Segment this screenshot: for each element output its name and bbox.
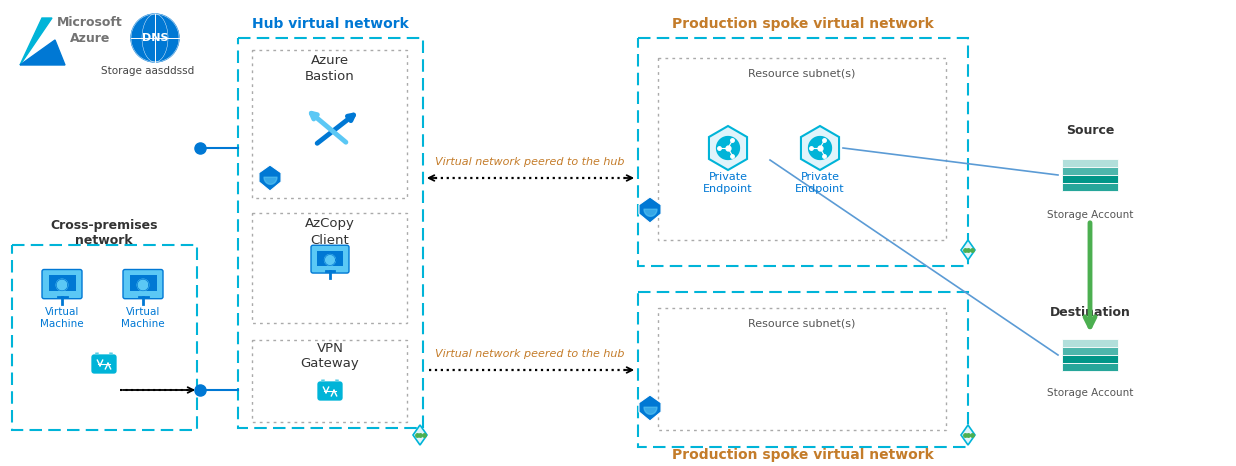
Polygon shape	[325, 254, 335, 266]
Polygon shape	[962, 425, 975, 445]
Text: Resource subnet(s): Resource subnet(s)	[748, 69, 855, 79]
FancyBboxPatch shape	[91, 354, 117, 374]
Text: Source: Source	[1065, 123, 1114, 137]
Text: Hub virtual network: Hub virtual network	[252, 17, 408, 31]
FancyBboxPatch shape	[1062, 363, 1119, 370]
Text: Microsoft
Azure: Microsoft Azure	[57, 15, 122, 44]
Text: Destination: Destination	[1049, 306, 1131, 318]
Polygon shape	[20, 18, 52, 65]
Text: Cross-premises
network: Cross-premises network	[51, 219, 158, 247]
FancyBboxPatch shape	[1062, 355, 1119, 363]
Text: VPN
Gateway: VPN Gateway	[300, 342, 360, 370]
FancyBboxPatch shape	[42, 269, 82, 299]
Text: Virtual
Machine: Virtual Machine	[121, 307, 164, 329]
Polygon shape	[709, 126, 747, 170]
Text: Virtual
Machine: Virtual Machine	[41, 307, 84, 329]
Text: Storage Account: Storage Account	[1047, 388, 1133, 398]
Text: AzCopy
Client: AzCopy Client	[305, 218, 355, 247]
Polygon shape	[413, 425, 426, 445]
FancyBboxPatch shape	[1062, 159, 1119, 167]
Polygon shape	[962, 240, 975, 260]
FancyBboxPatch shape	[48, 275, 75, 291]
Polygon shape	[808, 137, 832, 159]
Polygon shape	[639, 395, 661, 421]
Polygon shape	[20, 40, 66, 65]
Text: Production spoke virtual network: Production spoke virtual network	[672, 448, 934, 462]
Text: Private
Endpoint: Private Endpoint	[703, 172, 753, 194]
Text: Storage aasddssd: Storage aasddssd	[101, 66, 194, 76]
Polygon shape	[57, 279, 68, 291]
FancyBboxPatch shape	[1062, 167, 1119, 175]
FancyBboxPatch shape	[316, 381, 344, 401]
FancyBboxPatch shape	[1062, 175, 1119, 183]
Polygon shape	[137, 279, 148, 291]
Circle shape	[131, 14, 179, 62]
Polygon shape	[639, 197, 661, 223]
FancyBboxPatch shape	[130, 275, 157, 291]
FancyBboxPatch shape	[124, 269, 163, 299]
FancyBboxPatch shape	[311, 245, 349, 273]
Text: Resource subnet(s): Resource subnet(s)	[748, 318, 855, 328]
Text: Production spoke virtual network: Production spoke virtual network	[672, 17, 934, 31]
Text: Virtual network peered to the hub: Virtual network peered to the hub	[435, 349, 624, 359]
Text: Azure
Bastion: Azure Bastion	[305, 54, 355, 82]
Text: DNS: DNS	[142, 33, 168, 43]
FancyBboxPatch shape	[1062, 339, 1119, 347]
FancyBboxPatch shape	[1062, 183, 1119, 191]
Polygon shape	[717, 137, 739, 159]
FancyBboxPatch shape	[1062, 347, 1119, 355]
FancyBboxPatch shape	[318, 251, 342, 266]
Text: Virtual network peered to the hub: Virtual network peered to the hub	[435, 157, 624, 167]
Polygon shape	[260, 165, 281, 191]
Text: Storage Account: Storage Account	[1047, 210, 1133, 220]
Text: Private
Endpoint: Private Endpoint	[795, 172, 845, 194]
Polygon shape	[801, 126, 839, 170]
